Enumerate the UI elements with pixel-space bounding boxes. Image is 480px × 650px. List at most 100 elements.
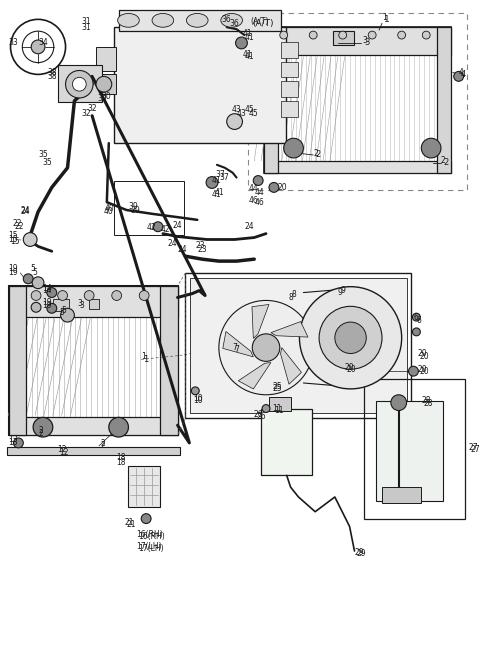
Circle shape (335, 322, 366, 354)
Bar (281, 62, 299, 77)
Text: 46: 46 (248, 196, 258, 205)
Text: 15: 15 (11, 237, 20, 246)
Ellipse shape (118, 14, 139, 27)
Circle shape (339, 31, 347, 39)
Circle shape (309, 31, 317, 39)
Text: 46: 46 (254, 198, 264, 207)
Text: 5: 5 (30, 265, 35, 274)
Text: 41: 41 (242, 29, 252, 38)
Text: 3: 3 (79, 301, 84, 310)
Circle shape (112, 291, 121, 300)
Text: 16(RH): 16(RH) (136, 530, 163, 539)
Text: 42: 42 (161, 225, 170, 234)
Text: 20: 20 (418, 349, 427, 358)
Text: 38: 38 (48, 68, 58, 77)
Text: 12: 12 (58, 445, 67, 454)
Polygon shape (280, 348, 301, 384)
Text: 2: 2 (101, 439, 106, 448)
Circle shape (31, 291, 41, 300)
Text: 4: 4 (461, 70, 466, 79)
Bar (89, 300, 99, 309)
Circle shape (66, 70, 93, 98)
Text: 21: 21 (127, 520, 136, 529)
Text: 41: 41 (242, 50, 252, 59)
Text: 20: 20 (420, 367, 429, 376)
Text: 6: 6 (413, 313, 419, 322)
Text: 36: 36 (229, 19, 240, 28)
Text: 43: 43 (232, 105, 241, 114)
Circle shape (300, 287, 402, 389)
Circle shape (84, 291, 94, 300)
Circle shape (13, 438, 24, 448)
Polygon shape (223, 332, 253, 357)
Bar (382, 487, 421, 503)
Text: 28: 28 (421, 396, 431, 405)
Text: 40: 40 (104, 207, 114, 216)
Text: 4: 4 (459, 68, 464, 77)
Text: 45: 45 (248, 109, 258, 118)
Text: 24: 24 (178, 245, 187, 254)
Text: 1: 1 (143, 355, 148, 364)
Bar (53, 300, 69, 311)
Text: 6: 6 (417, 316, 421, 324)
Circle shape (227, 114, 242, 129)
Text: 14: 14 (42, 284, 51, 293)
Text: 19: 19 (42, 301, 51, 310)
Text: 20: 20 (345, 363, 354, 372)
Bar (185, 273, 411, 419)
Text: 20: 20 (278, 183, 288, 192)
Text: 26: 26 (253, 410, 263, 419)
Circle shape (454, 72, 464, 81)
Text: 17(LH): 17(LH) (136, 541, 162, 551)
Text: 8: 8 (291, 290, 296, 299)
Text: 37: 37 (215, 170, 225, 179)
Text: 10: 10 (193, 396, 203, 405)
Bar (191, 278, 407, 413)
Text: 20: 20 (347, 365, 356, 374)
Circle shape (109, 417, 129, 437)
Bar (129, 465, 160, 507)
Text: 41: 41 (244, 52, 254, 61)
Circle shape (47, 304, 57, 313)
Circle shape (141, 514, 151, 523)
Circle shape (412, 313, 420, 321)
Text: 25: 25 (273, 382, 283, 391)
Text: 20: 20 (420, 352, 429, 361)
Text: (A/T): (A/T) (252, 19, 274, 28)
Text: 28: 28 (423, 399, 433, 408)
Circle shape (422, 31, 430, 39)
Text: 2: 2 (315, 151, 321, 159)
Bar (281, 81, 299, 97)
Bar (58, 64, 102, 102)
Ellipse shape (152, 14, 174, 27)
Text: 1: 1 (384, 15, 390, 24)
Circle shape (47, 288, 57, 298)
Text: 25: 25 (273, 384, 283, 393)
Circle shape (408, 367, 419, 376)
Text: 5: 5 (32, 268, 37, 278)
Text: 9: 9 (338, 288, 343, 297)
Text: 3: 3 (364, 38, 370, 47)
Text: 33: 33 (9, 38, 18, 47)
Text: 2: 2 (313, 148, 318, 157)
Text: 7: 7 (233, 343, 238, 352)
Text: 20: 20 (418, 365, 427, 374)
Circle shape (252, 334, 280, 361)
Bar (281, 101, 299, 116)
Text: 18: 18 (117, 453, 126, 462)
Text: 36: 36 (222, 15, 231, 24)
Bar (9, 417, 178, 435)
Text: 5: 5 (60, 307, 64, 317)
Bar (376, 400, 443, 501)
Bar (9, 286, 178, 435)
Bar (7, 447, 180, 455)
Text: 23: 23 (195, 241, 205, 250)
Text: 19: 19 (42, 298, 51, 307)
Text: 39: 39 (129, 202, 138, 211)
Text: 22: 22 (14, 222, 24, 231)
Bar (160, 286, 178, 435)
Text: 2: 2 (101, 441, 106, 450)
Text: 35: 35 (38, 151, 48, 159)
Bar (333, 31, 355, 45)
Circle shape (60, 308, 74, 322)
